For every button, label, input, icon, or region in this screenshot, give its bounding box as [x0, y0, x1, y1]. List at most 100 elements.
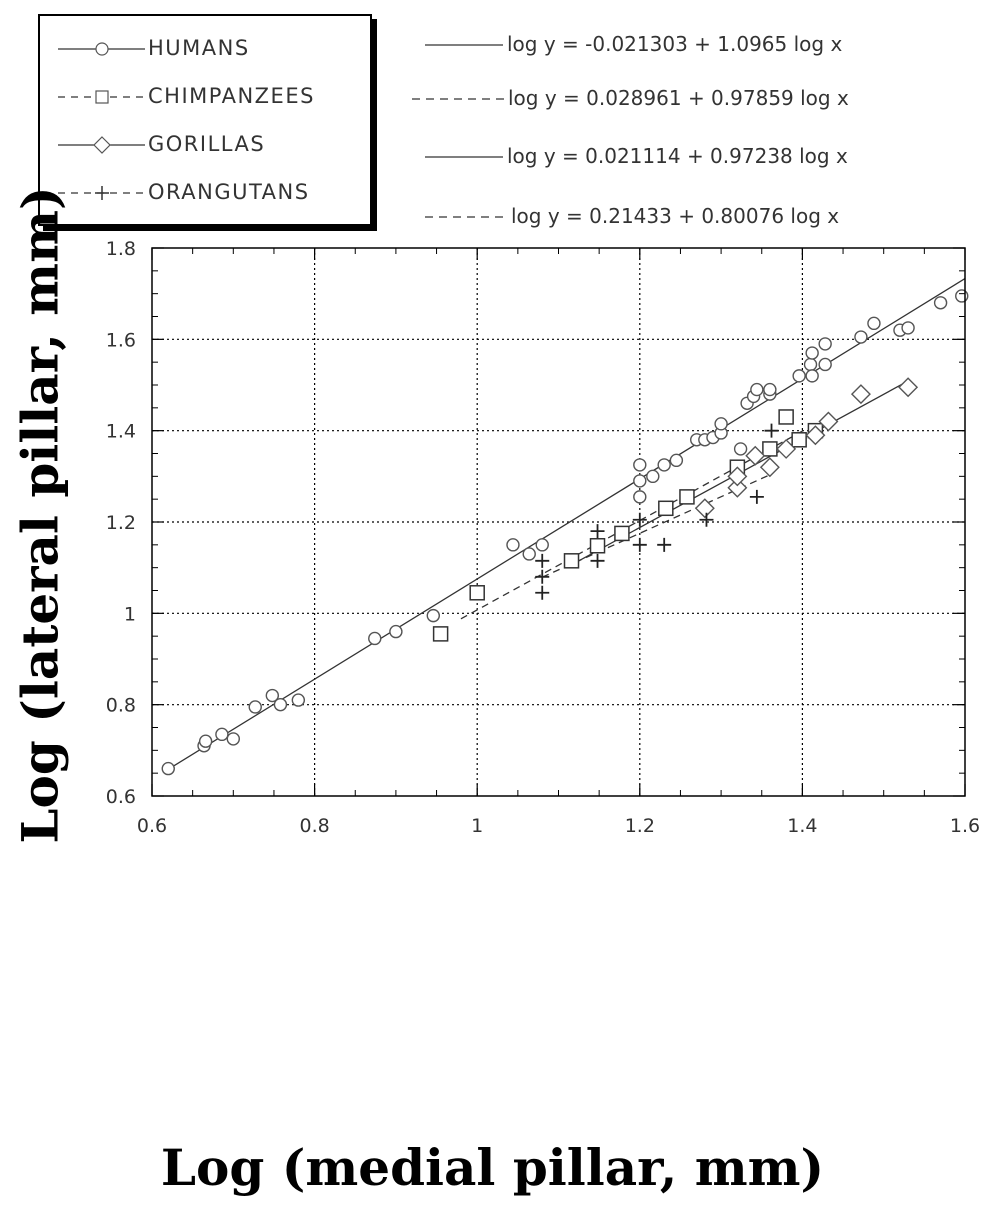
point-humans	[867, 316, 881, 331]
point-gorillas	[805, 425, 826, 446]
y-axis-title: Log (lateral pillar, mm)	[10, 186, 70, 844]
x-tick-label: 1.2	[625, 815, 655, 837]
point-gorillas	[759, 457, 780, 478]
point-humans	[198, 734, 213, 748]
point-gorillas	[898, 377, 919, 398]
point-gorillas	[727, 466, 748, 487]
data-points	[161, 289, 969, 776]
point-humans	[733, 442, 748, 456]
point-humans	[901, 321, 915, 335]
point-orangutans	[699, 512, 714, 527]
point-orangutans	[535, 569, 550, 584]
x-tick-label: 1.4	[787, 815, 817, 837]
x-tick-label: 1.6	[950, 815, 980, 837]
legend: HUMANS CHIMPANZEES GORILLAS ORANGUTANS	[38, 14, 372, 226]
point-humans	[215, 727, 229, 742]
point-humans	[792, 369, 806, 383]
point-humans	[750, 382, 764, 397]
equation-text: log y = -0.021303 + 1.0965 log x	[507, 32, 843, 56]
point-humans	[522, 547, 536, 561]
point-humans	[805, 346, 819, 360]
x-tick-label: 0.6	[137, 815, 167, 837]
point-humans	[633, 474, 647, 488]
dashed-line-icon	[412, 98, 504, 100]
equation-text: log y = 0.021114 + 0.97238 log x	[507, 144, 848, 168]
point-humans	[803, 357, 818, 372]
point-chimpanzees	[762, 441, 778, 457]
legend-label: HUMANS	[148, 36, 250, 60]
point-chimpanzees	[589, 537, 606, 554]
equation-text: log y = 0.028961 + 0.97859 log x	[508, 86, 849, 110]
x-axis-title: Log (medial pillar, mm)	[160, 1138, 825, 1197]
square-dashed-line-icon	[58, 90, 145, 104]
point-orangutans	[764, 423, 779, 438]
point-humans	[669, 453, 684, 468]
legend-item-gorillas: GORILLAS	[50, 130, 365, 160]
point-gorillas	[776, 438, 797, 459]
point-humans	[955, 289, 969, 303]
dashed-line-icon	[425, 216, 507, 218]
point-humans	[291, 693, 306, 707]
point-orangutans	[535, 553, 550, 568]
point-chimpanzees	[658, 500, 674, 517]
point-orangutans	[590, 553, 605, 568]
point-orangutans	[590, 524, 605, 539]
point-chimpanzees	[432, 626, 449, 642]
x-tick-label: 0.8	[299, 815, 329, 837]
point-humans	[933, 296, 948, 310]
point-humans	[368, 631, 382, 646]
y-tick-label: 1.6	[106, 329, 136, 351]
legend-item-orangutans: ORANGUTANS	[50, 178, 365, 208]
point-humans	[426, 608, 440, 623]
point-humans	[818, 357, 832, 372]
point-gorillas	[818, 411, 839, 432]
point-orangutans	[632, 537, 647, 552]
point-gorillas	[745, 445, 766, 466]
point-humans	[273, 697, 288, 712]
point-chimpanzees	[469, 585, 485, 601]
point-humans	[805, 369, 819, 383]
point-humans	[226, 732, 241, 746]
point-orangutans	[749, 489, 764, 504]
point-humans	[248, 700, 262, 714]
solid-line-icon	[425, 44, 503, 46]
point-chimpanzees	[614, 525, 630, 542]
point-chimpanzees	[778, 409, 794, 425]
grid-lines	[152, 248, 965, 796]
fit-line-chimpanzees	[460, 430, 803, 620]
x-tick-label: 1	[471, 815, 483, 837]
equation-text: log y = 0.21433 + 0.80076 log x	[511, 204, 840, 228]
point-humans	[506, 538, 520, 552]
point-chimpanzees	[679, 489, 695, 505]
point-gorillas	[850, 384, 871, 405]
y-tick-label: 1.4	[106, 421, 136, 443]
legend-label: GORILLAS	[148, 132, 266, 156]
point-humans	[763, 382, 777, 397]
point-humans	[535, 538, 549, 552]
solid-line-icon	[425, 156, 503, 158]
legend-item-humans: HUMANS	[50, 34, 365, 64]
point-humans	[633, 490, 647, 504]
point-chimpanzees	[791, 432, 807, 448]
legend-label: CHIMPANZEES	[148, 84, 315, 108]
point-humans	[389, 624, 403, 639]
y-tick-label: 1.2	[106, 512, 136, 534]
point-gorillas	[694, 498, 715, 519]
point-humans	[657, 458, 671, 472]
point-gorillas	[727, 477, 748, 498]
fit-line-humans	[167, 277, 966, 770]
y-tick-label: 0.8	[106, 695, 136, 717]
point-humans	[646, 469, 660, 484]
y-tick-label: 1	[124, 603, 136, 625]
diamond-line-icon	[58, 136, 145, 154]
point-humans	[714, 417, 728, 431]
point-humans	[633, 458, 647, 472]
point-humans	[854, 330, 868, 344]
y-tick-label: 0.6	[106, 786, 136, 808]
point-chimpanzees	[563, 553, 580, 569]
point-orangutans	[657, 537, 672, 552]
regression-lines	[167, 277, 966, 770]
point-orangutans	[535, 585, 550, 600]
legend-label: ORANGUTANS	[148, 180, 310, 204]
